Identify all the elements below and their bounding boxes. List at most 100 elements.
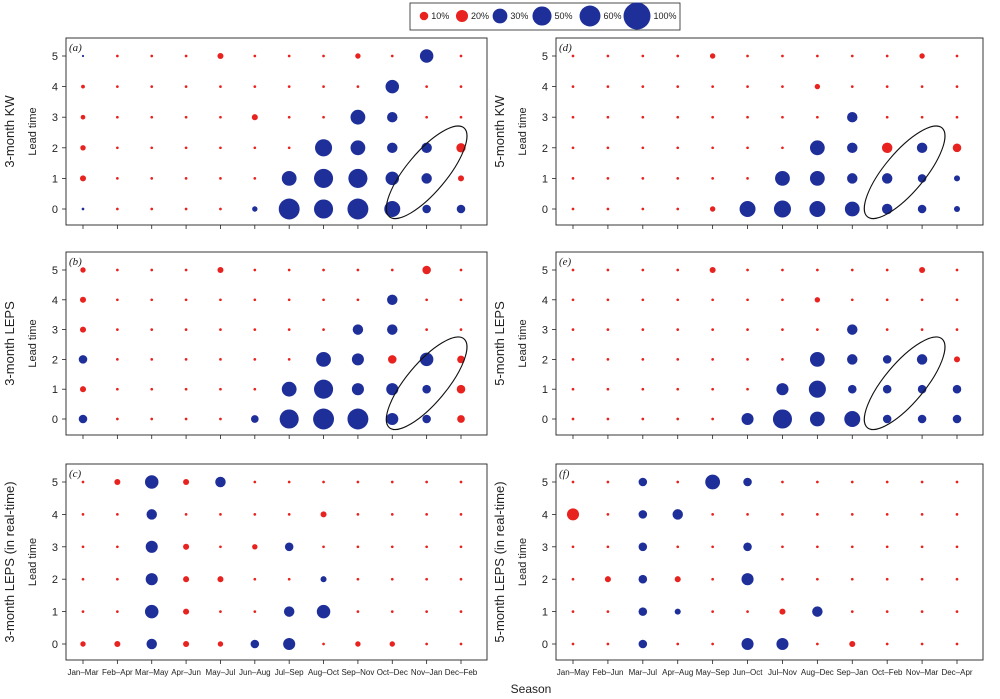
data-point	[816, 480, 819, 484]
data-point	[606, 513, 610, 516]
data-point	[425, 85, 428, 88]
data-point	[81, 480, 85, 484]
y-tick-label: 4	[542, 295, 548, 307]
data-point	[674, 576, 681, 583]
panels: (a) 0 1 2 3 4 5 Lead time 3-month KW (b) 0 1 2 3 4 5 Lea…	[2, 37, 984, 677]
data-point	[184, 387, 188, 391]
data-point	[287, 298, 291, 302]
data-point	[920, 85, 924, 88]
data-point	[844, 201, 860, 217]
data-point	[741, 637, 754, 651]
data-point	[676, 115, 680, 119]
data-point	[81, 54, 85, 58]
data-point	[116, 417, 119, 421]
data-point	[676, 146, 680, 150]
data-point	[953, 356, 961, 363]
data-point	[184, 358, 188, 361]
panel-label: (c)	[69, 468, 82, 480]
data-point	[459, 545, 463, 549]
panel: (c) 0 1 2 3 4 5 Lead time 3-month LEPS (in real-…	[2, 463, 488, 677]
data-point	[850, 610, 854, 613]
data-point	[919, 53, 925, 59]
data-point	[78, 355, 88, 364]
data-point	[356, 610, 360, 613]
data-point	[606, 207, 610, 211]
data-point	[253, 268, 257, 272]
data-point	[881, 203, 893, 215]
y-tick-label: 5	[542, 51, 548, 63]
data-point	[287, 480, 291, 484]
data-point	[351, 383, 364, 396]
row-label: 5-month KW	[492, 95, 507, 168]
data-point	[351, 353, 364, 366]
data-point	[313, 408, 335, 430]
data-point	[116, 177, 119, 180]
data-point	[606, 545, 610, 549]
data-point	[809, 171, 825, 186]
data-point	[287, 268, 291, 272]
y-axis-title: Lead time	[517, 538, 529, 586]
data-point	[638, 477, 648, 487]
data-point	[250, 415, 259, 423]
plot-frame	[555, 37, 984, 226]
data-point	[279, 409, 299, 429]
data-point	[253, 610, 257, 613]
data-point	[116, 85, 119, 88]
data-point	[283, 637, 296, 651]
data-point	[881, 142, 893, 154]
data-point	[814, 297, 821, 303]
data-point	[776, 637, 789, 651]
data-point	[953, 175, 961, 182]
data-point	[743, 542, 752, 552]
data-point	[253, 85, 257, 88]
x-tick-label: Mar–May	[135, 668, 168, 677]
data-point	[571, 417, 575, 421]
data-point	[920, 545, 924, 549]
data-point	[184, 207, 188, 211]
data-point	[457, 415, 465, 423]
data-point	[816, 115, 819, 119]
data-point	[571, 268, 575, 272]
data-point	[116, 115, 119, 119]
panel: (d) 0 1 2 3 4 5 Lead time 5-month KW	[492, 37, 984, 229]
data-point	[641, 177, 645, 180]
data-point	[743, 477, 752, 487]
data-point	[253, 54, 257, 58]
data-point	[641, 54, 645, 58]
data-point	[457, 355, 465, 364]
data-point	[116, 146, 119, 150]
data-point	[386, 383, 399, 396]
data-point	[775, 171, 790, 186]
data-point	[281, 381, 297, 397]
data-point	[253, 358, 257, 361]
data-point	[566, 508, 580, 521]
data-point	[116, 298, 119, 302]
data-point	[350, 109, 366, 125]
data-point	[711, 328, 714, 331]
data-point	[184, 115, 188, 119]
highlight-ellipse	[863, 125, 946, 220]
y-tick-label: 0	[542, 639, 548, 651]
data-point	[850, 545, 854, 549]
data-point	[287, 328, 291, 331]
data-point	[81, 610, 85, 613]
data-point	[676, 358, 680, 361]
data-point	[422, 384, 431, 394]
data-point	[356, 577, 360, 581]
data-point	[955, 298, 959, 302]
data-point	[850, 85, 854, 88]
x-tick-label: Dec–Apr	[941, 668, 972, 677]
data-point	[390, 610, 394, 613]
legend: 10% 20% 30% 50% 60% 100%	[409, 2, 681, 31]
data-point	[459, 115, 463, 119]
data-point	[215, 476, 226, 488]
data-point	[848, 384, 857, 394]
data-point	[676, 268, 680, 272]
data-point	[847, 324, 858, 335]
data-point	[80, 114, 86, 120]
panel-label: (b)	[69, 256, 82, 268]
data-point	[114, 478, 121, 486]
data-point	[638, 542, 648, 552]
data-point	[184, 328, 188, 331]
